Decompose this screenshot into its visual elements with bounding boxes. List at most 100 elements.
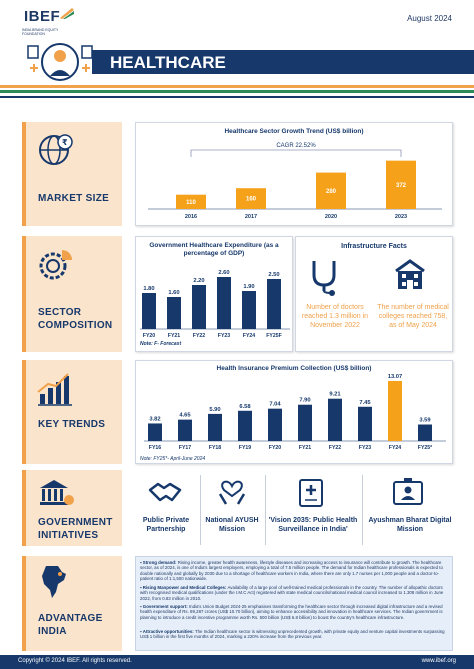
insurance-year-label: FY25* xyxy=(418,445,433,451)
expenditure-year-label: FY25F xyxy=(266,333,282,339)
svg-text:₹: ₹ xyxy=(62,138,68,147)
advantage-box: ▪ Strong demand: Rising income, greater … xyxy=(135,556,453,651)
sector-composition-section: SECTOR COMPOSITION xyxy=(22,236,122,352)
footer: Copyright © 2024 IBEF. All rights reserv… xyxy=(0,655,474,669)
insurance-year-label: FY17 xyxy=(179,445,192,451)
insurance-chart-panel: Health Insurance Premium Collection (US$… xyxy=(135,360,453,464)
insurance-bar-value: 9.21 xyxy=(329,392,341,398)
logo-flag-icon xyxy=(60,8,74,19)
title-bar: HEALTHCARE xyxy=(92,50,474,74)
hospital-building-icon xyxy=(395,259,425,289)
market-bar-value: 110 xyxy=(186,200,196,206)
insurance-bar xyxy=(298,404,312,441)
expenditure-bar xyxy=(167,297,181,329)
insurance-year-label: FY22 xyxy=(329,445,342,451)
insurance-chart-title: Health Insurance Premium Collection (US$… xyxy=(216,365,372,372)
infrastructure-panel: Infrastructure Facts Number of doctors r… xyxy=(295,236,453,352)
advantage-india-label: ADVANTAGE INDIA xyxy=(38,613,103,637)
expenditure-bar-value: 1.80 xyxy=(143,286,154,292)
market-size-section: ₹ MARKET SIZE xyxy=(22,122,122,226)
market-chart-title: Healthcare Sector Growth Trend (US$ bill… xyxy=(224,128,364,135)
market-bar xyxy=(386,160,416,209)
market-chart-panel: Healthcare Sector Growth Trend (US$ bill… xyxy=(135,122,453,226)
insurance-bar xyxy=(328,398,342,441)
insurance-bar xyxy=(388,380,402,441)
insurance-bar-value: 3.59 xyxy=(419,418,431,424)
stethoscope-icon xyxy=(312,261,336,296)
digital-id-card-icon xyxy=(393,478,423,505)
doctors-fact: Number of doctors reached 1.3 million in… xyxy=(301,304,369,329)
heart-hands-icon xyxy=(218,480,246,505)
expenditure-bar xyxy=(142,293,156,329)
insurance-bar-value: 7.90 xyxy=(299,398,310,404)
expenditure-year-label: FY23 xyxy=(218,333,231,339)
cagr-arrow xyxy=(190,149,402,157)
advantage-head-2: Rising Manpower and Medical Colleges: xyxy=(142,585,227,590)
insurance-bar xyxy=(418,424,432,441)
market-bar-value: 280 xyxy=(326,189,337,195)
colleges-fact: The number of medical colleges reached 7… xyxy=(377,304,449,329)
advantage-item-1: ▪ Strong demand: Rising income, greater … xyxy=(140,560,443,582)
market-bar xyxy=(236,188,266,209)
gov-initiative-1: Public Private Partnership xyxy=(142,517,190,533)
gov-initiative-2: National AYUSH Mission xyxy=(205,517,259,533)
infrastructure-title: Infrastructure Facts xyxy=(341,243,407,250)
key-trends-section: KEY TRENDS xyxy=(22,360,122,464)
advantage-text-4: The Indian healthcare sector is witnessi… xyxy=(140,629,445,640)
health-surveillance-icon xyxy=(299,479,323,507)
expenditure-bar-value: 2.60 xyxy=(218,270,229,276)
expenditure-chart-title: Government Healthcare Expenditure (as a … xyxy=(149,242,279,257)
market-year-label: 2016 xyxy=(185,214,197,220)
insurance-bar-chart: 3.82 FY16 4.65 FY17 5.90 FY18 6.58 FY19 7.04 FY20… xyxy=(144,374,446,451)
expenditure-bar xyxy=(267,279,281,329)
government-initiatives-label: GOVERNMENT INITIATIVES xyxy=(38,517,113,541)
gov-initiative-4: Ayushman Bharat Digital Mission xyxy=(368,517,452,533)
advantage-text-1: Rising income, greater health awareness,… xyxy=(140,560,443,582)
insurance-year-label: FY19 xyxy=(239,445,252,451)
expenditure-bar xyxy=(192,285,206,329)
advantage-head-1: Strong demand: xyxy=(142,560,177,565)
insurance-bar xyxy=(148,423,162,441)
header: IBEF INDIA BRAND EQUITY FOUNDATION Augus… xyxy=(0,0,474,100)
key-trends-label: KEY TRENDS xyxy=(38,419,106,430)
expenditure-bar-value: 2.50 xyxy=(268,272,279,278)
logo-subtitle: INDIA BRAND EQUITY FOUNDATION xyxy=(22,28,59,36)
expenditure-bar-chart: 1.80 FY20 1.60 FY21 2.20 FY22 2.60 FY23 1.90 FY24… xyxy=(140,270,290,339)
advantage-item-2: ▪ Rising Manpower and Medical Colleges: … xyxy=(140,585,444,601)
expenditure-year-label: FY24 xyxy=(243,333,256,339)
expenditure-year-label: FY21 xyxy=(168,333,181,339)
expenditure-chart-panel: Government Healthcare Expenditure (as a … xyxy=(135,236,293,352)
insurance-bar-value: 5.90 xyxy=(209,407,220,413)
ibef-logo: IBEF xyxy=(24,8,61,25)
insurance-bar xyxy=(268,408,282,441)
advantage-item-3: ▪ Government support: India's Union Budg… xyxy=(140,604,443,620)
sector-composition-label: SECTOR COMPOSITION xyxy=(38,307,113,331)
expenditure-year-label: FY22 xyxy=(193,333,206,339)
government-building-icon xyxy=(40,480,74,505)
publication-date: August 2024 xyxy=(407,14,452,23)
expenditure-bar-value: 2.20 xyxy=(193,278,204,284)
insurance-bar-value: 13.07 xyxy=(388,374,403,380)
expenditure-bar xyxy=(217,277,231,329)
market-size-label: MARKET SIZE xyxy=(38,193,110,204)
insurance-bar-value: 7.04 xyxy=(269,402,281,408)
page-title: HEALTHCARE xyxy=(110,53,226,72)
advantage-text-3: India's Union Budget 2024-25 emphasises … xyxy=(140,604,443,620)
market-bar xyxy=(176,194,206,209)
gear-pie-icon xyxy=(39,250,72,280)
market-year-label: 2020 xyxy=(325,214,337,220)
insurance-bar xyxy=(178,419,192,441)
website-link[interactable]: www.ibef.org xyxy=(421,658,456,664)
government-initiatives-section: GOVERNMENT INITIATIVES xyxy=(22,470,122,546)
insurance-bar xyxy=(358,406,372,441)
expenditure-bar-value: 1.90 xyxy=(243,284,254,290)
insurance-year-label: FY20 xyxy=(269,445,282,451)
market-bar-chart: CAGR 22.52% 110 2016 160 2017 280 2020 372 2023 xyxy=(148,143,442,220)
insurance-note: Note: FY25*- April-June 2024 xyxy=(140,456,206,462)
india-map-icon xyxy=(42,566,66,598)
expenditure-year-label: FY20 xyxy=(143,333,156,339)
healthcare-header-icon xyxy=(27,43,93,81)
advantage-india-section: ADVANTAGE INDIA xyxy=(22,556,122,651)
market-bar-value: 160 xyxy=(246,197,257,203)
insurance-year-label: FY23 xyxy=(359,445,372,451)
